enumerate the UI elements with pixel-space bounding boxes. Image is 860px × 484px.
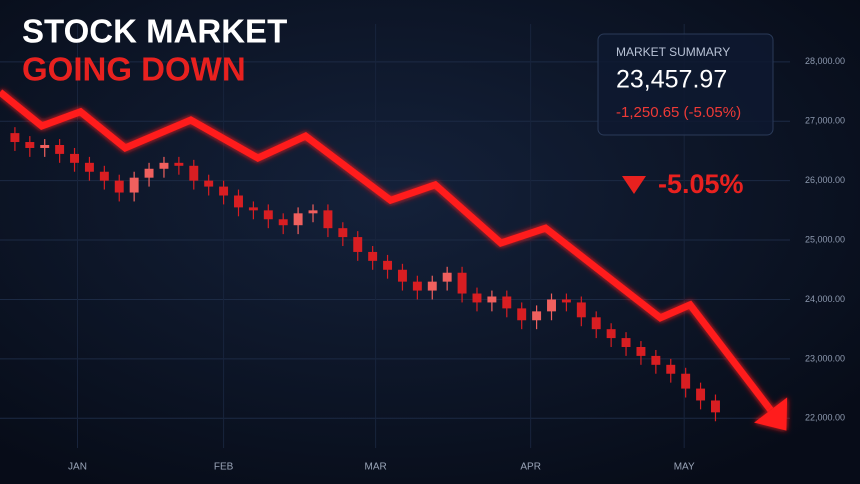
candle-body bbox=[576, 302, 586, 318]
candle-body bbox=[308, 210, 318, 214]
candle-body bbox=[651, 355, 661, 365]
marks bbox=[0, 89, 788, 431]
candle-body bbox=[561, 299, 571, 303]
candle-body bbox=[338, 228, 348, 238]
candle-body bbox=[427, 281, 437, 291]
candle-body bbox=[40, 145, 50, 148]
candle-body bbox=[174, 162, 184, 166]
candle-body bbox=[666, 364, 676, 374]
change-badge: -5.05% bbox=[658, 169, 744, 199]
candle-body bbox=[591, 317, 601, 330]
candle-body bbox=[234, 195, 243, 208]
candle-body bbox=[711, 400, 720, 413]
candle-body bbox=[84, 162, 94, 172]
x-tick-label: JAN bbox=[68, 462, 87, 473]
candle-body bbox=[144, 168, 154, 178]
candle-body bbox=[472, 293, 482, 303]
candle-body bbox=[159, 162, 169, 169]
candle-body bbox=[129, 177, 139, 193]
candle-body bbox=[487, 296, 497, 303]
y-tick-label: 26,000.00 bbox=[805, 175, 845, 185]
candle-body bbox=[547, 299, 556, 312]
candle-body bbox=[99, 171, 109, 181]
candle-body bbox=[412, 281, 422, 291]
candle-body bbox=[442, 272, 452, 282]
x-tick-label: MAY bbox=[674, 462, 695, 473]
candle-body bbox=[204, 180, 214, 187]
candle-body bbox=[681, 373, 691, 389]
candle-body bbox=[293, 213, 303, 226]
candle-body bbox=[248, 207, 258, 211]
candle-body bbox=[323, 210, 333, 229]
down-triangle bbox=[622, 176, 646, 194]
y-tick-label: 27,000.00 bbox=[805, 116, 845, 126]
candle-body bbox=[383, 260, 393, 270]
candle-body bbox=[517, 308, 527, 321]
candle-body bbox=[55, 145, 65, 154]
candle-body bbox=[532, 311, 542, 321]
summary-value: 23,457.97 bbox=[616, 66, 727, 94]
candle-body bbox=[621, 338, 631, 347]
y-tick-label: 24,000.00 bbox=[805, 294, 845, 304]
candle-body bbox=[606, 329, 616, 339]
y-tick-label: 28,000.00 bbox=[805, 56, 845, 66]
summary-change: -1,250.65 (-5.05%) bbox=[616, 104, 741, 121]
y-tick-label: 25,000.00 bbox=[805, 234, 845, 244]
candle-body bbox=[278, 219, 288, 226]
chart-subtitle: GOING DOWN bbox=[22, 51, 246, 88]
candle-body bbox=[219, 186, 229, 196]
candle-body bbox=[353, 237, 363, 252]
candle-body bbox=[263, 210, 273, 220]
summary-label: MARKET SUMMARY bbox=[616, 45, 730, 59]
candle-body bbox=[397, 269, 407, 282]
candle-body bbox=[636, 347, 646, 356]
candle-body bbox=[696, 388, 706, 401]
candle-body bbox=[457, 272, 467, 294]
candle-body bbox=[502, 296, 512, 309]
y-tick-label: 23,000.00 bbox=[805, 353, 845, 363]
candle-body bbox=[368, 251, 378, 261]
x-tick-label: APR bbox=[520, 462, 541, 473]
trend-arrowhead bbox=[754, 397, 788, 431]
candle-body bbox=[70, 153, 79, 163]
x-tick-label: MAR bbox=[365, 462, 387, 473]
candle-body bbox=[25, 142, 35, 148]
candle-body bbox=[114, 180, 124, 193]
x-tick-label: FEB bbox=[214, 462, 234, 473]
candle-body bbox=[189, 165, 199, 181]
chart-title: STOCK MARKET bbox=[22, 13, 287, 50]
summary-box bbox=[597, 33, 774, 136]
candle-body bbox=[10, 133, 20, 143]
trend-line bbox=[0, 89, 774, 413]
y-tick-label: 22,000.00 bbox=[805, 413, 845, 423]
